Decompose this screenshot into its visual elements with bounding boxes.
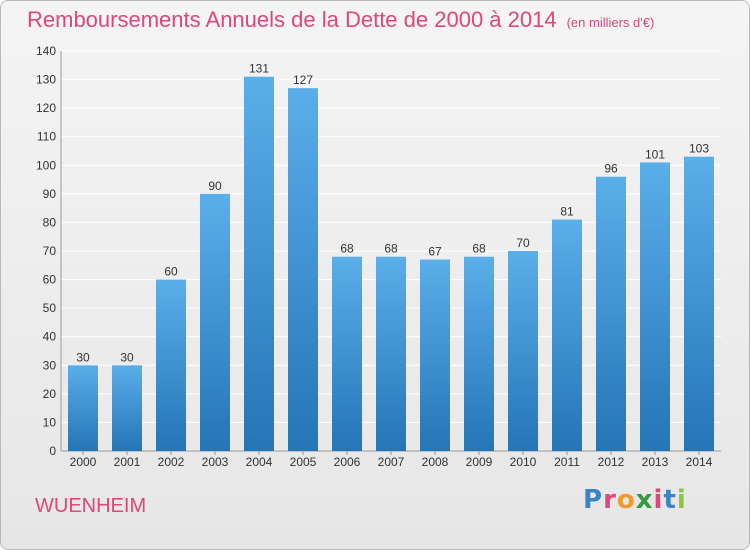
data-label: 67 [428,245,442,259]
y-tick-label: 70 [43,244,57,258]
data-label: 90 [208,179,222,193]
bar-2008 [420,259,450,451]
bar-2001 [112,365,142,451]
data-label: 70 [516,236,530,250]
x-tick-label: 2012 [598,455,625,469]
x-tick-label: 2003 [202,455,229,469]
logo-letter: i [676,485,687,515]
x-tick-label: 2013 [642,455,669,469]
logo-letter: t [663,485,677,515]
data-label: 68 [384,242,398,256]
y-tick-label: 110 [37,130,56,144]
bar-2010 [508,251,538,451]
x-tick-label: 2014 [686,455,713,469]
logo-letter: i [653,485,664,515]
bar-2004 [244,76,274,451]
x-tick-label: 2004 [246,455,273,469]
chart-unit-label: (en milliers d'€) [566,15,655,30]
x-tick-label: 2011 [554,455,580,469]
data-label: 81 [560,205,574,219]
y-tick-label: 140 [36,44,56,58]
y-tick-label: 40 [43,330,57,344]
y-tick-label: 80 [43,215,57,229]
data-label: 68 [340,242,354,256]
y-tick-label: 0 [49,444,56,458]
data-label: 30 [76,350,90,364]
proxiti-logo[interactable]: Proxiti [583,485,687,515]
bar-2011 [552,219,582,451]
x-tick-labels: 2000 2001 2002 2003 2004 2005 2006 2007 2008 2009… [70,451,713,469]
chart-title: Remboursements Annuels de la Dette de 20… [27,7,654,33]
y-tick-label: 50 [43,301,57,315]
bar-2012 [596,176,626,451]
x-tick-label: 2005 [290,455,317,469]
commune-name: WUENHEIM [35,495,147,517]
logo-letter: r [603,485,617,515]
x-tick-label: 2001 [114,455,141,469]
y-tick-label: 20 [43,387,57,401]
data-label: 131 [249,62,269,76]
chart-title-text: Remboursements Annuels de la Dette de 20… [27,7,557,32]
data-label: 68 [472,242,486,256]
bar-2005 [288,88,318,452]
x-tick-label: 2008 [422,455,449,469]
data-label: 96 [604,162,618,176]
x-tick-label: 2000 [70,455,97,469]
y-tick-label: 130 [36,73,56,87]
bar-2002 [156,279,186,451]
x-tick-label: 2010 [510,455,537,469]
logo-letter: x [635,485,654,515]
bar-2014 [684,156,714,451]
data-label: 101 [645,147,665,161]
bar-2006 [332,256,362,451]
y-tick-label: 120 [36,101,56,115]
y-tick-label: 30 [43,358,57,372]
data-label: 60 [164,265,178,279]
data-label: 127 [293,73,313,87]
bars [68,76,714,452]
bar-2009 [464,256,494,451]
bar-2007 [376,256,406,451]
y-tick-label: 90 [43,187,57,201]
y-tick-labels: 0 10 20 30 40 50 60 70 80 90 100 110 120 130 140 [36,44,56,458]
bar-2013 [640,162,670,451]
logo-letter: P [583,485,604,515]
data-label: 30 [120,350,134,364]
bar-2000 [68,365,98,451]
x-tick-label: 2006 [334,455,361,469]
x-tick-label: 2009 [466,455,493,469]
y-tick-label: 100 [36,158,56,172]
y-tick-label: 60 [43,273,57,287]
x-tick-label: 2002 [158,455,185,469]
x-tick-label: 2007 [378,455,405,469]
y-tick-label: 10 [43,415,57,429]
bar-2003 [200,193,230,451]
data-label: 103 [689,142,709,156]
data-labels: 30 30 60 90 131 127 68 68 67 68 70 81 96 101 103 [76,62,709,365]
logo-letter: o [616,485,636,515]
